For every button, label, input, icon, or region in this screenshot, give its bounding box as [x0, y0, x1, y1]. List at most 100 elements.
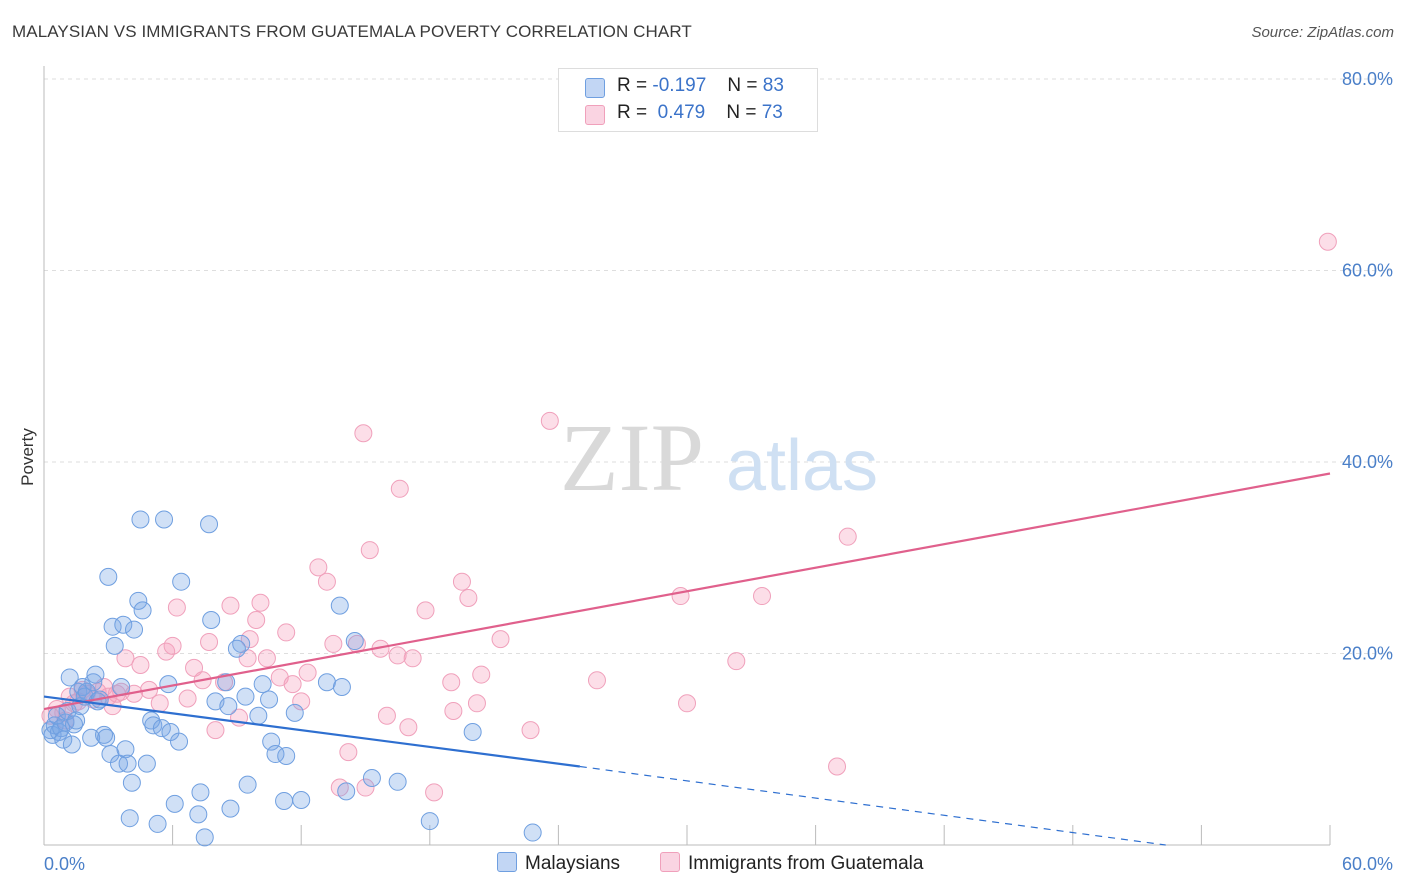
malaysian-point	[253, 675, 272, 694]
guatemala-point	[251, 593, 270, 612]
malaysian-point	[275, 791, 294, 810]
guatemala-point	[838, 527, 857, 546]
bottom-legend-label: Immigrants from Guatemala	[688, 853, 924, 874]
guatemala-point	[221, 596, 240, 615]
malaysian-point	[221, 799, 240, 818]
malaysian-point	[84, 673, 103, 692]
guatemala-point	[444, 701, 463, 720]
malaysian-point	[67, 711, 86, 730]
guatemala-legend-swatch	[660, 852, 680, 872]
malaysian-points	[41, 510, 542, 847]
malaysian-point	[200, 515, 219, 534]
guatemala-point	[116, 649, 135, 668]
guatemala-point	[416, 601, 435, 620]
guatemala-point	[131, 655, 150, 674]
malaysian-point	[260, 690, 279, 709]
malaysians-swatch	[585, 78, 605, 98]
malaysian-point	[285, 703, 304, 722]
malaysian-point	[217, 673, 236, 692]
malaysian-point	[332, 678, 351, 697]
guatemala-point	[678, 694, 696, 713]
malaysian-point	[362, 768, 381, 787]
malaysian-point	[114, 615, 133, 634]
malaysian-point	[120, 809, 139, 828]
guatemala-point	[354, 424, 373, 443]
malaysian-point	[99, 567, 118, 586]
guatemala-point	[377, 706, 396, 725]
malaysian-point	[62, 735, 81, 754]
guatemala-point	[292, 692, 311, 711]
legend-n-value: 83	[762, 75, 784, 96]
legend-r-label: R =	[617, 102, 648, 123]
guatemala-point	[587, 671, 606, 690]
malaysian-point	[116, 740, 135, 759]
guatemala-point	[240, 630, 259, 649]
malaysian-point	[125, 620, 144, 639]
guatemala-point	[150, 694, 169, 713]
malaysian-point	[86, 665, 105, 684]
malaysian-point	[148, 814, 167, 833]
guatemala-point	[339, 743, 358, 762]
grid-lines	[44, 78, 1395, 654]
guatemala-point	[356, 778, 375, 797]
guatemala-point	[491, 630, 510, 649]
guatemala-point	[283, 675, 302, 694]
malaysian-point	[249, 706, 268, 725]
guatemala-point	[1318, 232, 1337, 251]
malaysian-point	[523, 823, 542, 842]
malaysian-point	[95, 725, 114, 744]
guatemala-point	[425, 783, 444, 802]
malaysian-point	[219, 697, 238, 716]
correlation-legend: R = -0.197 N = 83 R = 0.479 N = 73	[558, 68, 818, 132]
guatemala-swatch	[585, 105, 605, 125]
x-tick-label-max: 60.0%	[1342, 854, 1393, 874]
y-tick-label: 40.0%	[1342, 452, 1393, 472]
malaysian-point	[170, 732, 189, 751]
legend-n-label: N =	[727, 75, 758, 96]
guatemala-point	[178, 689, 197, 708]
malaysian-point	[137, 754, 156, 773]
malaysian-point	[152, 719, 171, 738]
y-axis-title: Poverty	[18, 428, 37, 486]
guatemala-point	[247, 610, 266, 629]
guatemala-point	[399, 718, 418, 737]
malaysian-point	[236, 687, 255, 706]
malaysian-trend-line	[43, 695, 580, 768]
guatemala-point	[257, 649, 276, 668]
malaysian-point	[165, 794, 184, 813]
guatemala-point	[671, 587, 690, 606]
malaysian-point	[202, 610, 221, 629]
malaysians-legend-swatch	[497, 852, 517, 872]
malaysian-point	[172, 572, 191, 591]
malaysian-point	[105, 636, 124, 655]
malaysian-point	[337, 782, 356, 801]
watermark-zip: ZIP	[560, 404, 704, 511]
guatemala-point	[459, 588, 478, 607]
guatemala-points	[41, 232, 1337, 802]
malaysian-point	[131, 510, 150, 529]
malaysian-point	[191, 783, 210, 802]
malaysian-point	[60, 668, 79, 687]
legend-n-value: 73	[761, 102, 783, 123]
legend-r-value: -0.197	[652, 75, 707, 96]
malaysian-point	[133, 601, 152, 620]
guatemala-point	[163, 636, 182, 655]
guatemala-point	[403, 649, 422, 668]
watermark: ZIP atlas	[560, 404, 878, 511]
watermark-atlas: atlas	[726, 426, 878, 506]
malaysian-point	[345, 632, 364, 651]
guatemala-point	[185, 658, 204, 677]
trend-lines	[43, 472, 1331, 846]
malaysian-point	[122, 773, 141, 792]
malaysian-point	[189, 805, 208, 824]
legend-n-label: N =	[726, 102, 757, 123]
malaysian-point	[388, 772, 407, 791]
bottom-legend-malaysians: Malaysians	[497, 852, 620, 875]
guatemala-point	[753, 587, 772, 606]
malaysian-point	[227, 639, 246, 658]
bottom-legend-label: Malaysians	[525, 853, 621, 874]
malaysian-point	[118, 754, 137, 773]
guatemala-point	[828, 757, 847, 776]
guatemala-point	[206, 721, 225, 740]
guatemala-point	[317, 572, 336, 591]
